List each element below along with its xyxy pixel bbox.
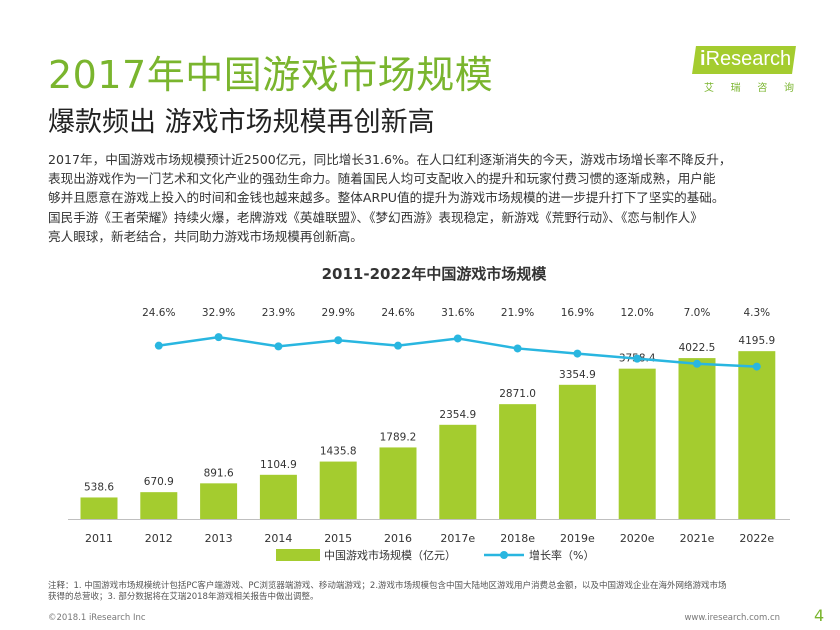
growth-point-2015 bbox=[334, 336, 343, 345]
intro-line: 国民手游《王者荣耀》持续火爆，老牌游戏《英雄联盟》、《梦幻西游》表现稳定，新游戏… bbox=[48, 209, 703, 225]
bar-label-2022e: 4195.9 bbox=[738, 335, 775, 347]
x-tick-2015: 2015 bbox=[324, 532, 352, 545]
growth-label-2012: 24.6% bbox=[142, 307, 175, 319]
bar-label-2016: 1789.2 bbox=[380, 431, 417, 443]
growth-point-2020e bbox=[633, 354, 642, 363]
growth-label-2014: 23.9% bbox=[262, 307, 295, 319]
bar-label-2012: 670.9 bbox=[144, 476, 174, 488]
intro-paragraph: 2017年，中国游戏市场规模预计近2500亿元，同比增长31.6%。在人口红利逐… bbox=[48, 150, 808, 246]
chart-title: 2011-2022年中国游戏市场规模 bbox=[322, 265, 548, 283]
bar-label-2015: 1435.8 bbox=[320, 446, 357, 458]
x-tick-2021e: 2021e bbox=[680, 532, 715, 545]
bar-2016 bbox=[379, 447, 417, 519]
page-title: 2017年中国游戏市场规模 bbox=[48, 53, 494, 97]
x-tick-2018e: 2018e bbox=[500, 532, 535, 545]
growth-label-2016: 24.6% bbox=[381, 307, 414, 319]
growth-point-2022e bbox=[752, 362, 761, 371]
bar-label-2018e: 2871.0 bbox=[499, 388, 536, 400]
growth-label-2018e: 21.9% bbox=[501, 307, 534, 319]
growth-point-2014 bbox=[274, 342, 283, 351]
x-tick-2014: 2014 bbox=[264, 532, 292, 545]
x-tick-2012: 2012 bbox=[145, 532, 173, 545]
logo-chinese-name: 艾瑞咨询 bbox=[704, 83, 794, 94]
page-number: 4 bbox=[814, 606, 825, 625]
x-tick-2011: 2011 bbox=[85, 532, 113, 545]
page-subtitle: 爆款频出 游戏市场规模再创新高 bbox=[48, 107, 435, 138]
growth-label-2019e: 16.9% bbox=[561, 307, 594, 319]
intro-line: 表现出游戏作为一门艺术和文化产业的强劲生命力。随着国民人均可支配收入的提升和玩家… bbox=[48, 171, 716, 187]
bar-2021e bbox=[678, 358, 716, 519]
chart-footnote: 注释：1. 中国游戏市场规模统计包括PC客户端游戏、PC浏览器端游戏、移动端游戏… bbox=[48, 581, 727, 602]
bar-2019e bbox=[558, 384, 596, 519]
bar-2013 bbox=[200, 483, 238, 519]
copyright: ©2018.1 iResearch Inc bbox=[48, 613, 146, 623]
growth-point-2013 bbox=[214, 333, 223, 342]
x-tick-2017e: 2017e bbox=[440, 532, 475, 545]
bar-label-2013: 891.6 bbox=[204, 467, 234, 479]
growth-point-2019e bbox=[573, 349, 582, 358]
growth-point-2021e bbox=[693, 359, 701, 368]
legend-bar-swatch bbox=[276, 549, 320, 561]
legend-line-label: 增长率（%） bbox=[529, 548, 594, 562]
bar-2017e bbox=[439, 424, 477, 519]
growth-label-2015: 29.9% bbox=[322, 307, 355, 319]
logo-wordmark: iResearch bbox=[700, 48, 792, 70]
bar-label-2011: 538.6 bbox=[84, 481, 114, 493]
market-size-chart: 2011-2022年中国游戏市场规模 538.6 2011 670.9 2012 891.… bbox=[68, 265, 790, 562]
growth-label-2020e: 12.0% bbox=[621, 307, 654, 319]
growth-label-2021e: 7.0% bbox=[684, 307, 711, 319]
x-tick-2019e: 2019e bbox=[560, 532, 595, 545]
intro-line: 亮人眼球，新老结合，共同助力游戏市场规模再创新高。 bbox=[48, 228, 363, 244]
bar-label-2017e: 2354.9 bbox=[439, 409, 476, 421]
bar-2014 bbox=[259, 474, 297, 519]
growth-label-2013: 32.9% bbox=[202, 307, 235, 319]
bar-2012 bbox=[140, 492, 178, 519]
intro-line: 2017年，中国游戏市场规模预计近2500亿元，同比增长31.6%。在人口红利逐… bbox=[48, 152, 732, 167]
bar-2011 bbox=[80, 497, 118, 519]
bar-2018e bbox=[499, 404, 537, 519]
growth-point-2018e bbox=[513, 344, 522, 353]
growth-point-2017e bbox=[453, 334, 462, 343]
legend-line-marker bbox=[500, 551, 508, 559]
x-tick-2013: 2013 bbox=[205, 532, 233, 545]
iresearch-logo: iResearch 艾瑞咨询 bbox=[692, 46, 798, 98]
bar-2020e bbox=[618, 368, 656, 519]
x-tick-2022e: 2022e bbox=[739, 532, 774, 545]
legend-bar-label: 中国游戏市场规模（亿元） bbox=[324, 548, 456, 562]
bar-label-2021e: 4022.5 bbox=[679, 342, 716, 354]
bar-2022e bbox=[738, 351, 776, 519]
growth-point-2012 bbox=[154, 341, 163, 350]
x-tick-2020e: 2020e bbox=[620, 532, 655, 545]
growth-label-2017e: 31.6% bbox=[441, 307, 474, 319]
bar-label-2014: 1104.9 bbox=[260, 459, 297, 471]
growth-point-2016 bbox=[394, 341, 402, 350]
intro-line: 够并且愿意在游戏上投入的时间和金钱也越来越多。整体ARPU值的提升为游戏市场规模… bbox=[48, 190, 725, 206]
bar-label-2019e: 3354.9 bbox=[559, 369, 596, 381]
x-tick-2016: 2016 bbox=[384, 532, 412, 545]
website-link[interactable]: www.iresearch.com.cn bbox=[684, 613, 780, 623]
growth-label-2022e: 4.3% bbox=[743, 307, 770, 319]
bar-2015 bbox=[319, 461, 357, 519]
